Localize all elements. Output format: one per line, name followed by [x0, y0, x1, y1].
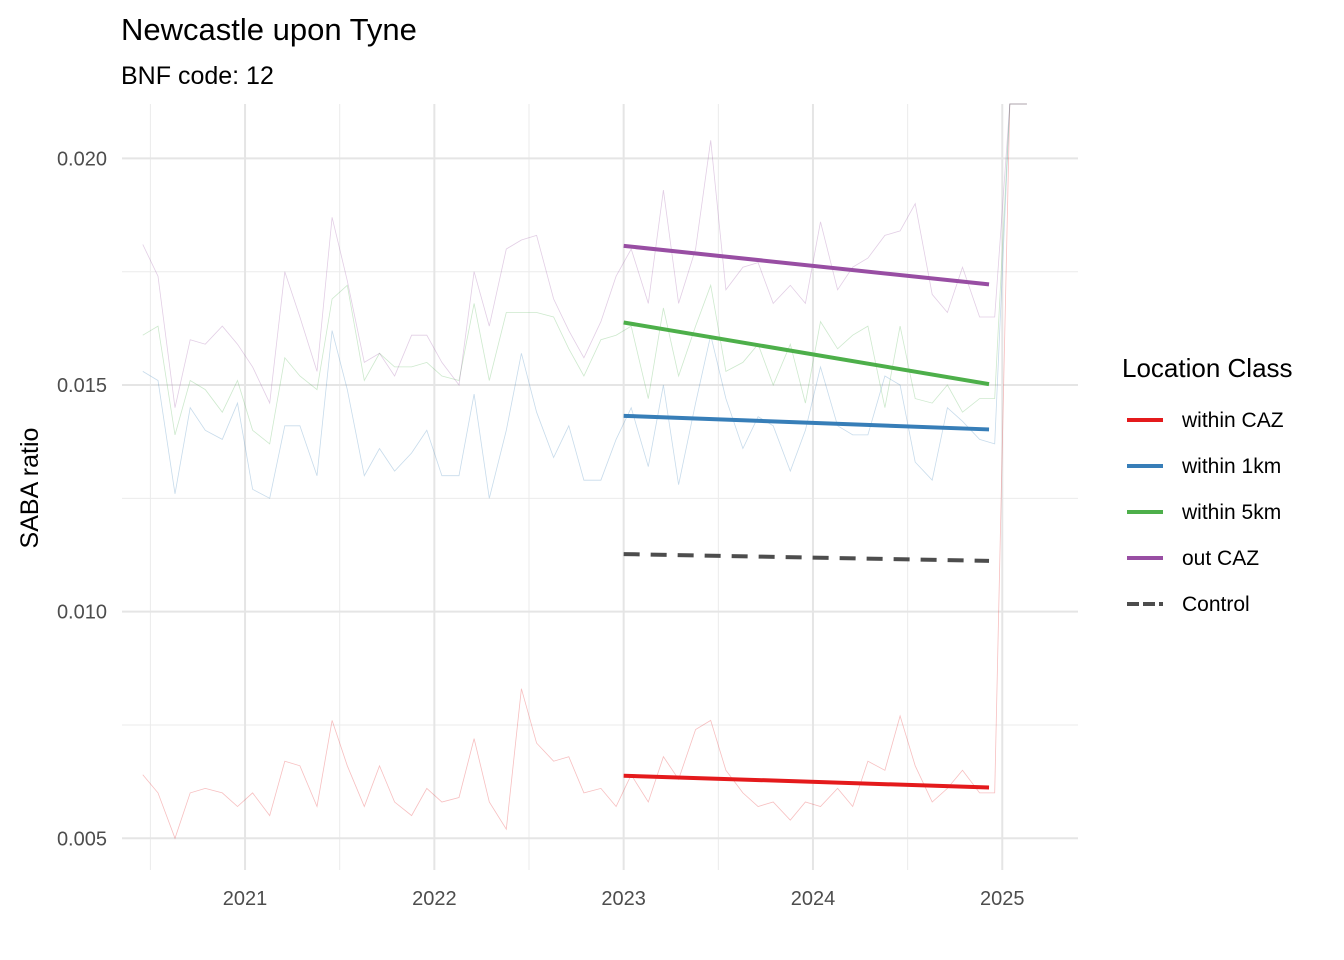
- trend-lines: [623, 243, 990, 790]
- raw-series-line: [142, 103, 1027, 445]
- y-tick-label: 0.005: [57, 828, 107, 850]
- chart-subtitle: BNF code: 12: [121, 62, 274, 90]
- x-tick-label: 2024: [791, 888, 836, 910]
- x-tick-label: 2025: [980, 888, 1025, 910]
- trend-line: [623, 320, 990, 387]
- y-tick-label: 0.010: [57, 602, 107, 624]
- legend-entries: within CAZ within 1km within 5km out CAZ Con…: [1127, 409, 1284, 616]
- y-tick-label: 0.015: [57, 375, 107, 397]
- chart-title: Newcastle upon Tyne: [121, 12, 417, 47]
- x-axis-ticks: 2021 2022 2023 2024 2025: [223, 888, 1025, 910]
- y-tick-label: 0.020: [57, 148, 107, 170]
- trend-line: [623, 243, 990, 287]
- legend-label: within 5km: [1181, 501, 1281, 524]
- legend-label: out CAZ: [1182, 547, 1259, 570]
- trend-line: [623, 773, 990, 790]
- x-tick-label: 2023: [601, 888, 646, 910]
- legend-label: within 1km: [1181, 455, 1281, 478]
- grid-lines: [122, 104, 1078, 870]
- raw-series-line: [142, 103, 1027, 840]
- y-axis-ticks: 0.005 0.010 0.015 0.020: [57, 148, 107, 850]
- x-tick-label: 2022: [412, 888, 457, 910]
- legend-label: Control: [1182, 593, 1250, 616]
- trend-line: [623, 552, 990, 563]
- raw-series-line: [142, 103, 1027, 499]
- raw-series-line: [142, 103, 1027, 408]
- y-axis-title: SABA ratio: [16, 428, 44, 549]
- plot-area: [122, 103, 1078, 870]
- trend-line: [623, 413, 990, 432]
- x-tick-label: 2021: [223, 888, 268, 910]
- legend-title: Location Class: [1122, 353, 1293, 383]
- legend-label: within CAZ: [1181, 409, 1284, 432]
- raw-series-lines: [142, 103, 1027, 840]
